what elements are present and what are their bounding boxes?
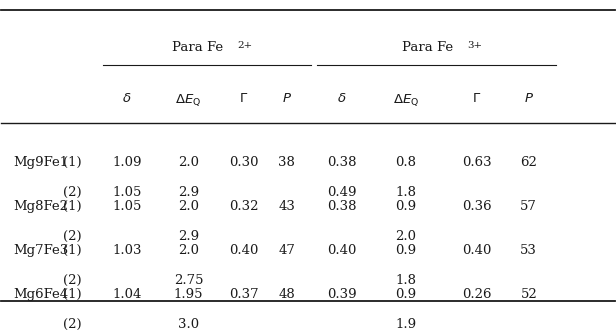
Text: Mg6Fe4: Mg6Fe4 (14, 287, 69, 301)
Text: Mg9Fe1: Mg9Fe1 (14, 156, 69, 169)
Text: 0.38: 0.38 (327, 200, 357, 213)
Text: 1.95: 1.95 (174, 287, 203, 301)
Text: 1.03: 1.03 (112, 244, 142, 257)
Text: 53: 53 (521, 244, 537, 257)
Text: 0.9: 0.9 (395, 244, 416, 257)
Text: (1): (1) (63, 244, 81, 257)
Text: 0.9: 0.9 (395, 200, 416, 213)
Text: 0.63: 0.63 (462, 156, 492, 169)
Text: 1.05: 1.05 (112, 200, 142, 213)
Text: 1.9: 1.9 (395, 318, 416, 330)
Text: 38: 38 (278, 156, 295, 169)
Text: (2): (2) (63, 318, 81, 330)
Text: 0.37: 0.37 (229, 287, 259, 301)
Text: 3.0: 3.0 (178, 318, 199, 330)
Text: 1.8: 1.8 (395, 186, 416, 199)
Text: $\Delta E_{\rm Q}$: $\Delta E_{\rm Q}$ (393, 92, 419, 108)
Text: $\delta$: $\delta$ (123, 92, 132, 105)
Text: 0.32: 0.32 (229, 200, 258, 213)
Text: 2.75: 2.75 (174, 274, 203, 287)
Text: 48: 48 (278, 287, 295, 301)
Text: 0.38: 0.38 (327, 156, 357, 169)
Text: (1): (1) (63, 287, 81, 301)
Text: 0.40: 0.40 (229, 244, 258, 257)
Text: 1.05: 1.05 (112, 186, 142, 199)
Text: (1): (1) (63, 156, 81, 169)
Text: 0.26: 0.26 (462, 287, 492, 301)
Text: 2.0: 2.0 (178, 244, 199, 257)
Text: 62: 62 (521, 156, 537, 169)
Text: Para Fe: Para Fe (172, 41, 223, 54)
Text: 0.49: 0.49 (327, 186, 357, 199)
Text: (2): (2) (63, 274, 81, 287)
Text: 0.8: 0.8 (395, 156, 416, 169)
Text: 57: 57 (521, 200, 537, 213)
Text: 2+: 2+ (237, 41, 253, 50)
Text: (2): (2) (63, 186, 81, 199)
Text: $\Delta E_{\rm Q}$: $\Delta E_{\rm Q}$ (176, 92, 201, 108)
Text: $\Gamma$: $\Gamma$ (239, 92, 248, 105)
Text: 0.36: 0.36 (462, 200, 492, 213)
Text: Para Fe: Para Fe (402, 41, 453, 54)
Text: $\Gamma$: $\Gamma$ (472, 92, 481, 105)
Text: 2.9: 2.9 (178, 230, 199, 243)
Text: 1.09: 1.09 (112, 156, 142, 169)
Text: $\delta$: $\delta$ (337, 92, 346, 105)
Text: 3+: 3+ (468, 41, 482, 50)
Text: 47: 47 (278, 244, 295, 257)
Text: 0.30: 0.30 (229, 156, 258, 169)
Text: 0.40: 0.40 (327, 244, 357, 257)
Text: Mg8Fe2: Mg8Fe2 (14, 200, 68, 213)
Text: 52: 52 (521, 287, 537, 301)
Text: (1): (1) (63, 200, 81, 213)
Text: (2): (2) (63, 230, 81, 243)
Text: 2.9: 2.9 (178, 186, 199, 199)
Text: 2.0: 2.0 (395, 230, 416, 243)
Text: 2.0: 2.0 (178, 156, 199, 169)
Text: $P$: $P$ (524, 92, 533, 105)
Text: 1.8: 1.8 (395, 274, 416, 287)
Text: 43: 43 (278, 200, 295, 213)
Text: 0.39: 0.39 (327, 287, 357, 301)
Text: Mg7Fe3: Mg7Fe3 (14, 244, 69, 257)
Text: 0.40: 0.40 (462, 244, 492, 257)
Text: $P$: $P$ (282, 92, 291, 105)
Text: 1.04: 1.04 (112, 287, 142, 301)
Text: 2.0: 2.0 (178, 200, 199, 213)
Text: 0.9: 0.9 (395, 287, 416, 301)
